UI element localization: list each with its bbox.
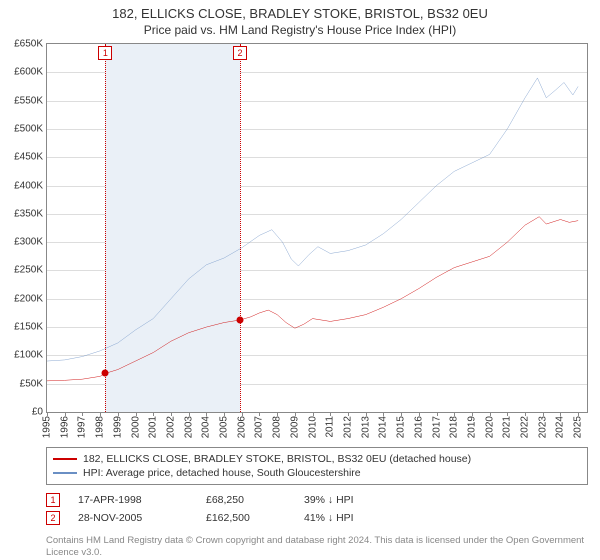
sale-date: 28-NOV-2005 (78, 512, 188, 524)
sale-price: £162,500 (206, 512, 286, 524)
chart-plot-area: £0£50K£100K£150K£200K£250K£300K£350K£400… (46, 43, 588, 413)
x-axis-label: 2018 (449, 416, 460, 438)
x-axis-label: 2024 (555, 416, 566, 438)
y-axis-label: £650K (14, 39, 43, 50)
x-axis-label: 2002 (165, 416, 176, 438)
x-axis-label: 2009 (289, 416, 300, 438)
sale-price: £68,250 (206, 494, 286, 506)
attribution-text: Contains HM Land Registry data © Crown c… (46, 535, 588, 560)
x-axis-label: 2023 (537, 416, 548, 438)
sale-delta: 39% ↓ HPI (304, 494, 354, 506)
y-axis-label: £50K (20, 378, 43, 389)
x-axis-label: 2016 (413, 416, 424, 438)
x-axis-label: 2007 (254, 416, 265, 438)
x-axis-label: 2025 (573, 416, 584, 438)
legend-swatch (53, 472, 77, 474)
sale-row: 2 28-NOV-2005 £162,500 41% ↓ HPI (46, 509, 588, 527)
x-axis-label: 2011 (325, 416, 336, 438)
x-axis-label: 2020 (484, 416, 495, 438)
legend-item: HPI: Average price, detached house, Sout… (53, 466, 581, 480)
sale-point (236, 317, 243, 324)
y-axis-label: £350K (14, 208, 43, 219)
x-axis-label: 2004 (201, 416, 212, 438)
x-axis-label: 2010 (307, 416, 318, 438)
sale-point (102, 370, 109, 377)
x-axis-label: 2012 (342, 416, 353, 438)
series-property (47, 217, 578, 381)
sales-table: 1 17-APR-1998 £68,250 39% ↓ HPI 2 28-NOV-2005… (46, 491, 588, 527)
y-axis-label: £450K (14, 152, 43, 163)
x-axis-label: 2013 (360, 416, 371, 438)
x-axis-label: 1999 (112, 416, 123, 438)
x-axis-label: 2006 (236, 416, 247, 438)
x-axis-label: 2022 (520, 416, 531, 438)
x-axis-label: 2014 (378, 416, 389, 438)
x-axis-label: 1996 (59, 416, 70, 438)
x-axis-label: 1995 (42, 416, 53, 438)
legend: 182, ELLICKS CLOSE, BRADLEY STOKE, BRIST… (46, 447, 588, 485)
chart-title: 182, ELLICKS CLOSE, BRADLEY STOKE, BRIST… (0, 0, 600, 21)
y-axis-label: £250K (14, 265, 43, 276)
x-axis-label: 2001 (148, 416, 159, 438)
sale-date: 17-APR-1998 (78, 494, 188, 506)
sale-row: 1 17-APR-1998 £68,250 39% ↓ HPI (46, 491, 588, 509)
chart-subtitle: Price paid vs. HM Land Registry's House … (0, 21, 600, 43)
legend-item: 182, ELLICKS CLOSE, BRADLEY STOKE, BRIST… (53, 452, 581, 466)
y-axis-label: £100K (14, 350, 43, 361)
y-axis-label: £400K (14, 180, 43, 191)
x-axis-label: 1997 (77, 416, 88, 438)
x-axis-label: 1998 (95, 416, 106, 438)
y-axis-label: £300K (14, 237, 43, 248)
y-axis-label: £200K (14, 293, 43, 304)
y-axis-label: £150K (14, 322, 43, 333)
x-axis-label: 2017 (431, 416, 442, 438)
x-axis-label: 2019 (466, 416, 477, 438)
x-axis-label: 2003 (183, 416, 194, 438)
x-axis-label: 2008 (272, 416, 283, 438)
sale-index: 2 (46, 511, 60, 525)
legend-label: 182, ELLICKS CLOSE, BRADLEY STOKE, BRIST… (83, 453, 471, 465)
legend-label: HPI: Average price, detached house, Sout… (83, 467, 361, 479)
x-axis-label: 2015 (396, 416, 407, 438)
sale-delta: 41% ↓ HPI (304, 512, 354, 524)
legend-swatch (53, 458, 77, 460)
x-axis-label: 2000 (130, 416, 141, 438)
y-axis-label: £600K (14, 67, 43, 78)
x-axis-label: 2005 (219, 416, 230, 438)
y-axis-label: £500K (14, 123, 43, 134)
sale-index: 1 (46, 493, 60, 507)
y-axis-label: £550K (14, 95, 43, 106)
x-axis-label: 2021 (502, 416, 513, 438)
